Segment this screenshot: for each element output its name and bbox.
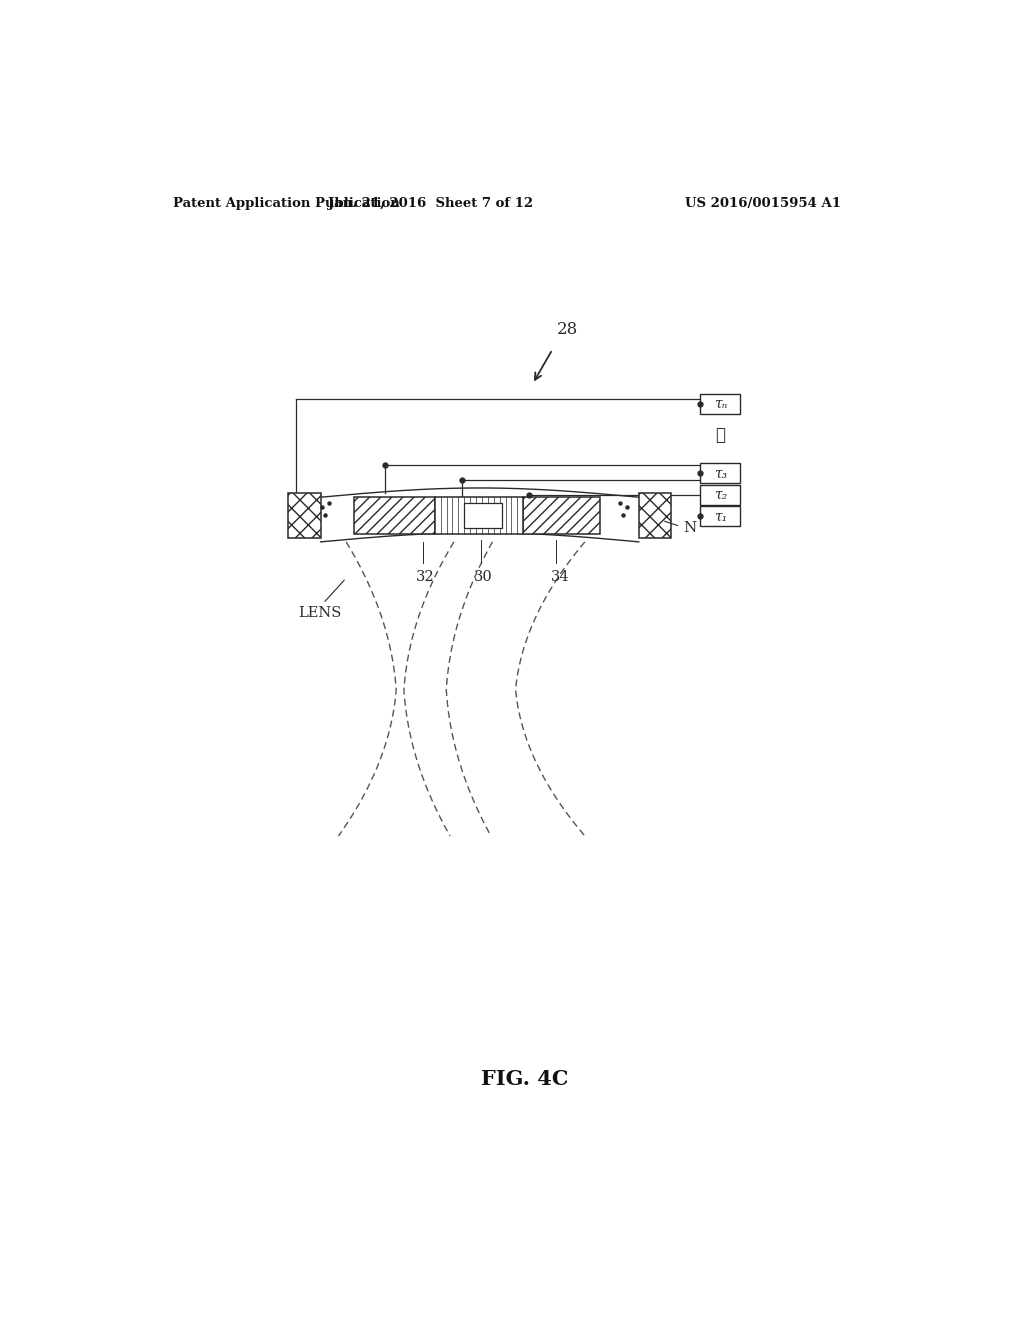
Text: τ₃: τ₃ (714, 466, 727, 480)
Bar (639, 494, 671, 539)
Text: LENS: LENS (298, 606, 342, 619)
Text: 30: 30 (474, 570, 493, 585)
Text: Patent Application Publication: Patent Application Publication (173, 197, 399, 210)
Bar (700, 463, 740, 483)
Bar (700, 395, 740, 414)
Bar (464, 503, 503, 528)
Text: US 2016/0015954 A1: US 2016/0015954 A1 (685, 197, 841, 210)
Text: FIG. 4C: FIG. 4C (481, 1069, 568, 1089)
Bar (289, 494, 321, 539)
Text: 34: 34 (551, 570, 569, 585)
Text: τ₁: τ₁ (714, 510, 727, 524)
Text: τ₂: τ₂ (714, 488, 727, 502)
Bar (700, 484, 740, 506)
Bar (435, 498, 523, 535)
Text: N: N (683, 521, 696, 535)
Text: 28: 28 (556, 321, 578, 338)
Text: τₙ: τₙ (714, 397, 727, 411)
Bar (523, 498, 600, 535)
Bar (354, 498, 435, 535)
Text: Jan. 21, 2016  Sheet 7 of 12: Jan. 21, 2016 Sheet 7 of 12 (329, 197, 534, 210)
Text: 32: 32 (416, 570, 435, 585)
Text: ⋮: ⋮ (716, 428, 725, 444)
Bar (700, 507, 740, 527)
